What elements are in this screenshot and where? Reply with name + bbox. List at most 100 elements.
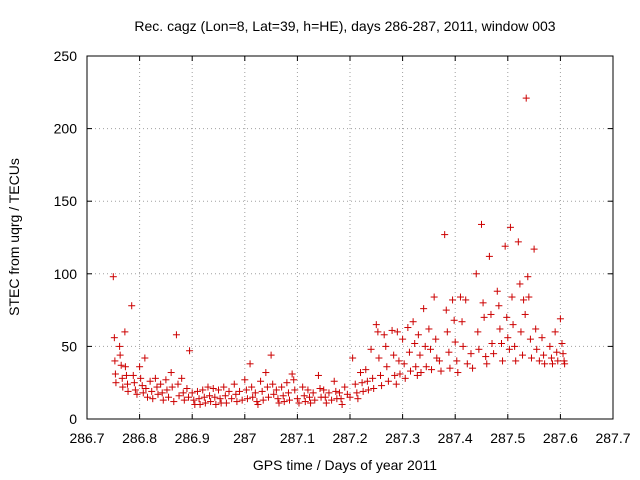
data-point xyxy=(206,392,214,400)
data-point xyxy=(388,326,396,334)
data-point xyxy=(257,377,265,385)
data-point xyxy=(435,357,443,365)
data-point xyxy=(547,354,555,362)
data-point xyxy=(451,338,459,346)
data-point xyxy=(216,395,224,403)
data-point xyxy=(497,339,505,347)
data-point xyxy=(204,383,212,391)
data-point xyxy=(278,383,286,391)
x-tick-label: 287.4 xyxy=(438,430,473,446)
data-point xyxy=(267,351,275,359)
chart-title: Rec. cagz (Lon=8, Lat=39, h=HE), days 28… xyxy=(134,18,555,34)
data-point xyxy=(404,324,412,332)
data-point xyxy=(413,371,421,379)
data-point xyxy=(380,331,388,339)
data-point xyxy=(253,398,261,406)
data-point xyxy=(553,348,561,356)
data-point xyxy=(401,374,409,382)
data-point xyxy=(222,399,230,407)
data-point xyxy=(168,383,176,391)
axis-ticks: 286.7 286.8 286.9 287 287.1 287.2 287.3 287.4 28… xyxy=(54,48,631,446)
data-point xyxy=(178,374,186,382)
data-point xyxy=(372,321,380,329)
data-point xyxy=(561,360,569,368)
data-point xyxy=(370,385,378,393)
data-point xyxy=(288,370,296,378)
data-point xyxy=(195,395,203,403)
data-point xyxy=(560,357,568,365)
data-point xyxy=(185,393,193,401)
data-point xyxy=(163,386,171,394)
data-point xyxy=(525,293,533,301)
data-point xyxy=(449,296,457,304)
data-point xyxy=(390,351,398,359)
data-point xyxy=(458,318,466,326)
data-point xyxy=(442,306,450,314)
data-point xyxy=(517,328,525,336)
data-point xyxy=(384,377,392,385)
data-point xyxy=(220,383,228,391)
data-point xyxy=(133,390,141,398)
data-point xyxy=(538,334,546,342)
data-point xyxy=(215,386,222,394)
data-point xyxy=(400,360,408,368)
data-point xyxy=(309,389,317,397)
data-point xyxy=(279,392,287,400)
data-point xyxy=(131,386,139,394)
x-tick-label: 287.1 xyxy=(280,430,315,446)
data-point xyxy=(183,385,191,393)
data-point xyxy=(328,396,336,404)
data-point xyxy=(426,345,434,353)
data-point xyxy=(432,335,440,343)
data-point xyxy=(409,318,417,326)
data-point xyxy=(392,380,400,388)
data-point xyxy=(238,396,246,404)
grid-lines xyxy=(87,56,613,419)
x-tick-label: 287.3 xyxy=(385,430,420,446)
data-point xyxy=(475,345,483,353)
data-point xyxy=(230,380,238,388)
data-point xyxy=(446,364,454,372)
data-point xyxy=(405,348,413,356)
data-point xyxy=(291,386,299,394)
data-point xyxy=(391,371,399,379)
x-tick-label: 287 xyxy=(233,430,257,446)
data-point xyxy=(263,383,271,391)
data-point xyxy=(293,395,301,403)
data-point xyxy=(428,366,436,374)
data-point xyxy=(535,357,543,365)
data-point xyxy=(300,392,308,400)
data-point xyxy=(158,389,166,397)
data-point xyxy=(411,339,419,347)
data-point xyxy=(478,220,485,228)
data-point xyxy=(233,398,241,406)
data-point xyxy=(383,363,391,371)
data-point xyxy=(514,238,522,246)
data-point xyxy=(232,390,240,398)
data-point xyxy=(188,389,196,397)
data-point xyxy=(462,296,470,304)
data-point xyxy=(399,335,407,343)
data-point xyxy=(122,371,130,379)
data-point xyxy=(299,383,307,391)
data-point xyxy=(374,328,382,336)
data-point xyxy=(511,342,519,350)
data-point xyxy=(225,387,233,395)
data-point xyxy=(382,342,390,350)
data-point xyxy=(541,360,549,368)
data-point xyxy=(118,374,126,382)
data-point xyxy=(396,370,404,378)
data-point xyxy=(505,345,513,353)
data-point xyxy=(420,305,428,313)
data-point xyxy=(130,379,138,387)
data-point xyxy=(221,392,229,400)
data-point xyxy=(274,395,282,403)
data-point xyxy=(349,354,357,362)
data-point xyxy=(272,386,280,394)
data-point xyxy=(501,242,509,250)
data-point xyxy=(367,345,375,353)
data-point xyxy=(425,325,433,333)
data-point xyxy=(369,374,377,382)
data-point xyxy=(556,315,564,323)
data-point xyxy=(316,385,324,393)
